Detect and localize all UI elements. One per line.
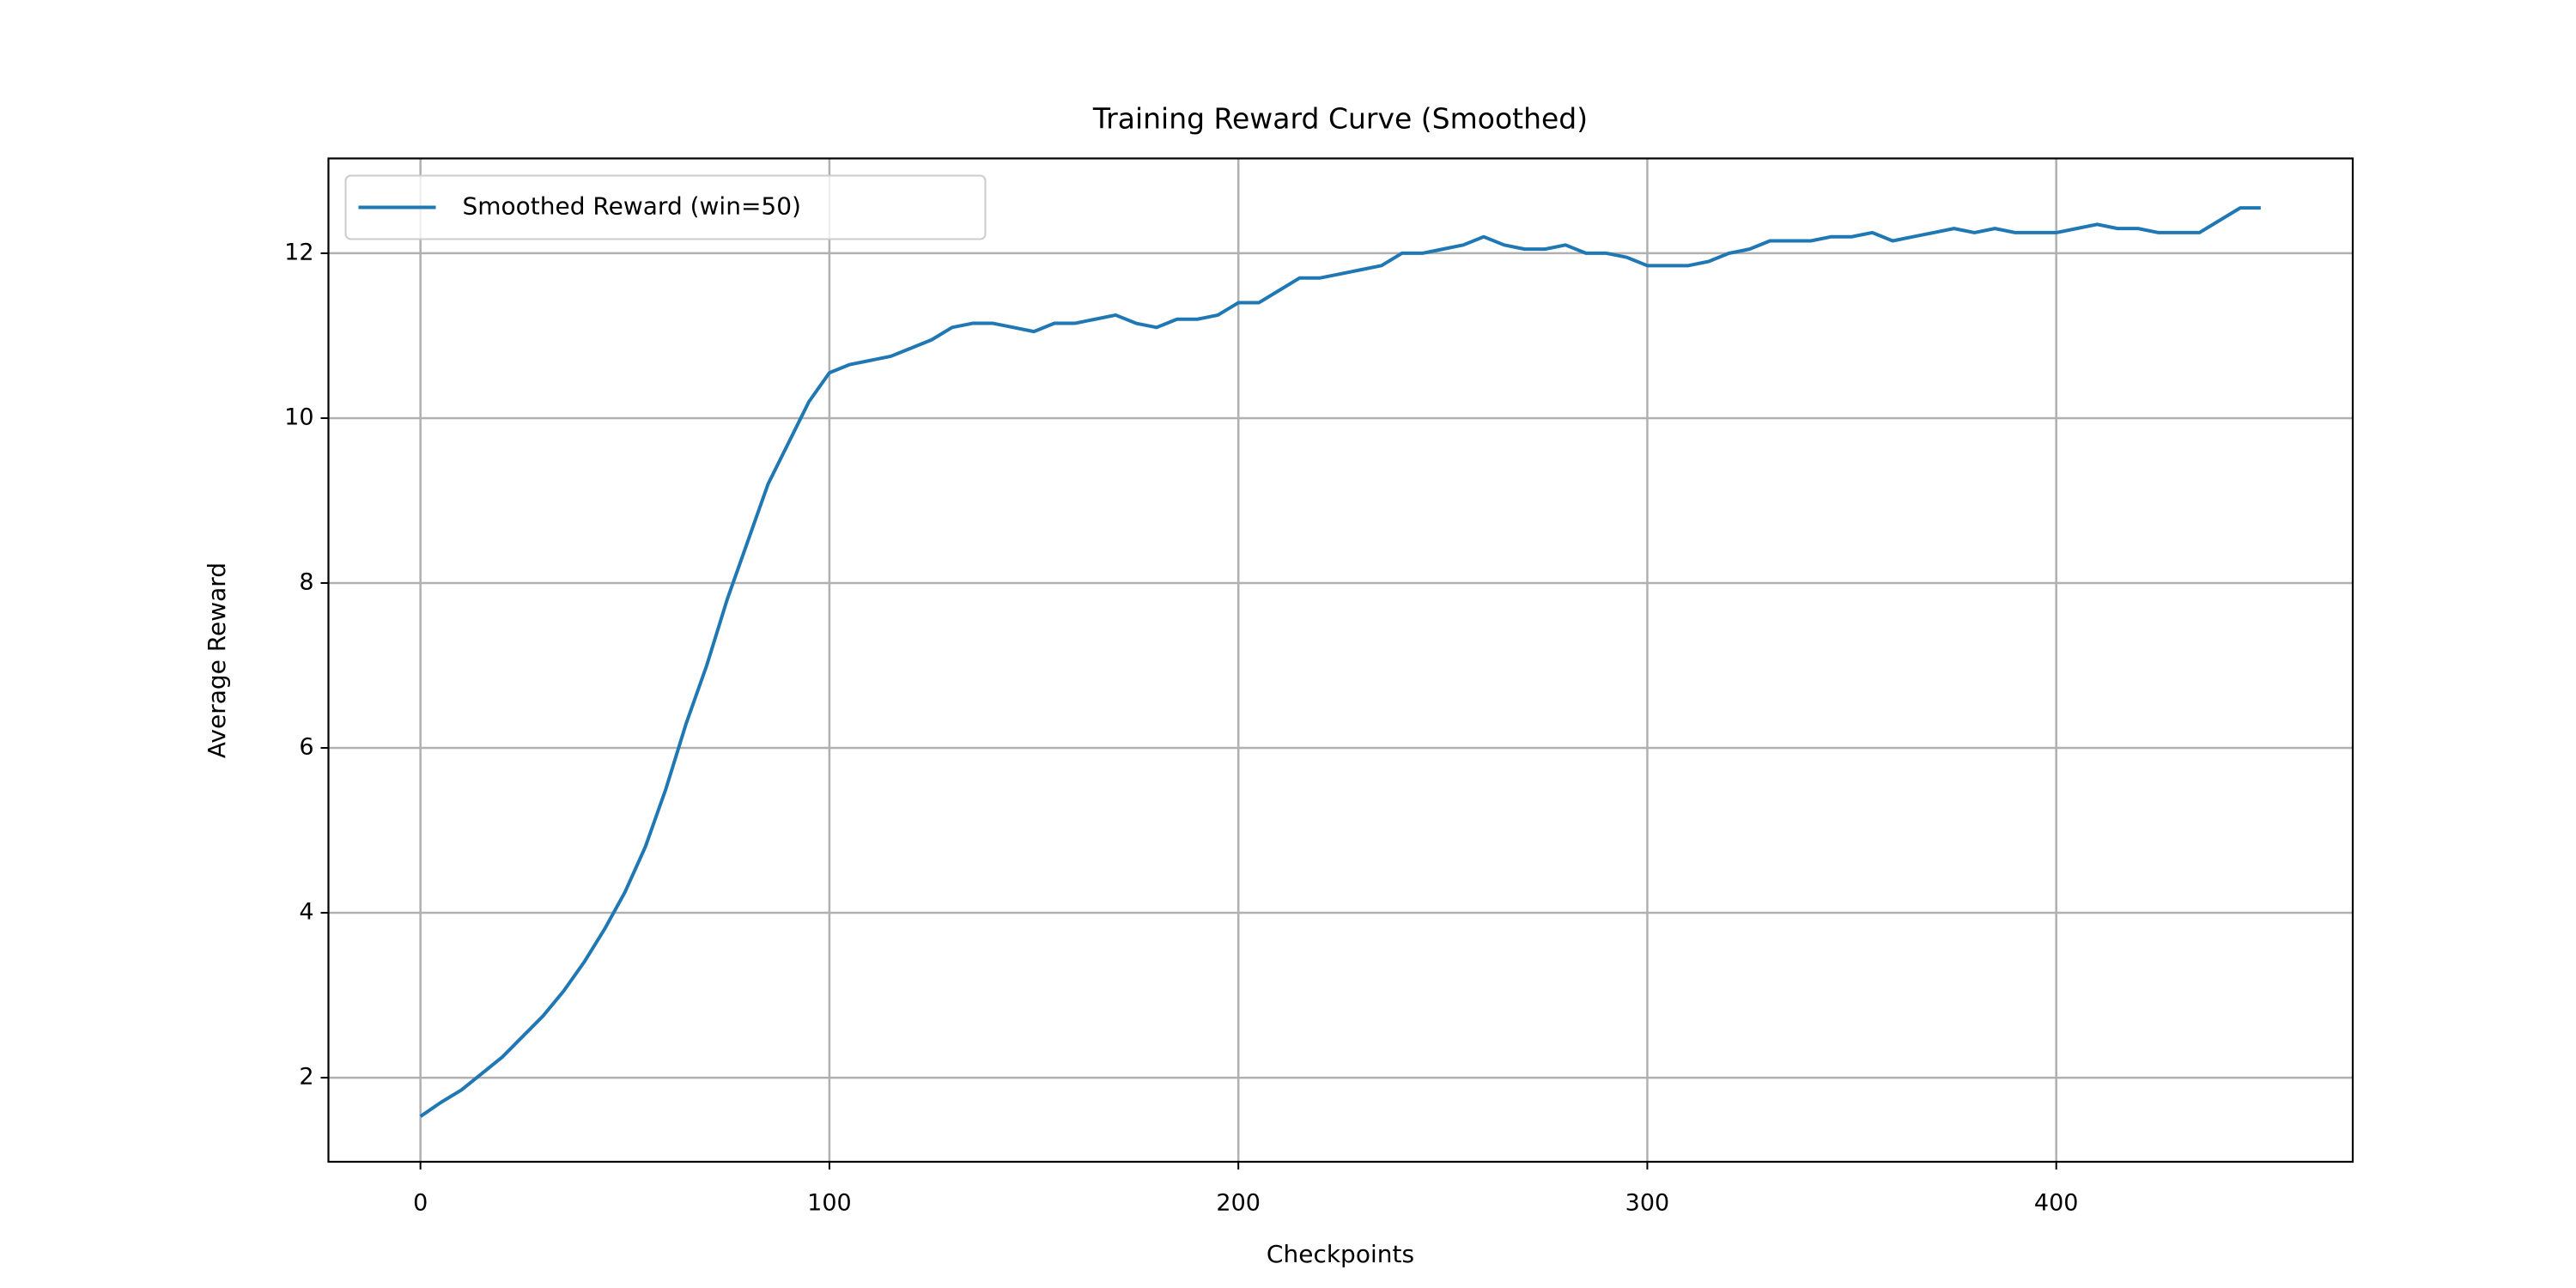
chart-title: Training Reward Curve (Smoothed) (1092, 102, 1588, 136)
x-tick-label: 300 (1625, 1190, 1670, 1217)
x-tick-label: 100 (807, 1190, 852, 1217)
x-tick-label: 400 (2034, 1190, 2079, 1217)
y-tick-label: 12 (284, 239, 313, 265)
y-axis-label: Average Reward (203, 562, 231, 758)
y-tick-label: 10 (284, 404, 313, 430)
plot-frame (327, 157, 2354, 1163)
x-axis-label: Checkpoints (1267, 1240, 1414, 1268)
y-tick-label: 6 (299, 734, 313, 761)
x-tick-label: 0 (413, 1190, 428, 1217)
x-tick-label: 200 (1216, 1190, 1261, 1217)
y-tick-label: 2 (299, 1064, 313, 1091)
legend-box (344, 174, 987, 240)
legend-label: Smoothed Reward (win=50) (463, 192, 801, 221)
y-tick-label: 4 (299, 899, 313, 926)
y-tick-label: 8 (299, 568, 313, 595)
data-line (419, 206, 2261, 1118)
